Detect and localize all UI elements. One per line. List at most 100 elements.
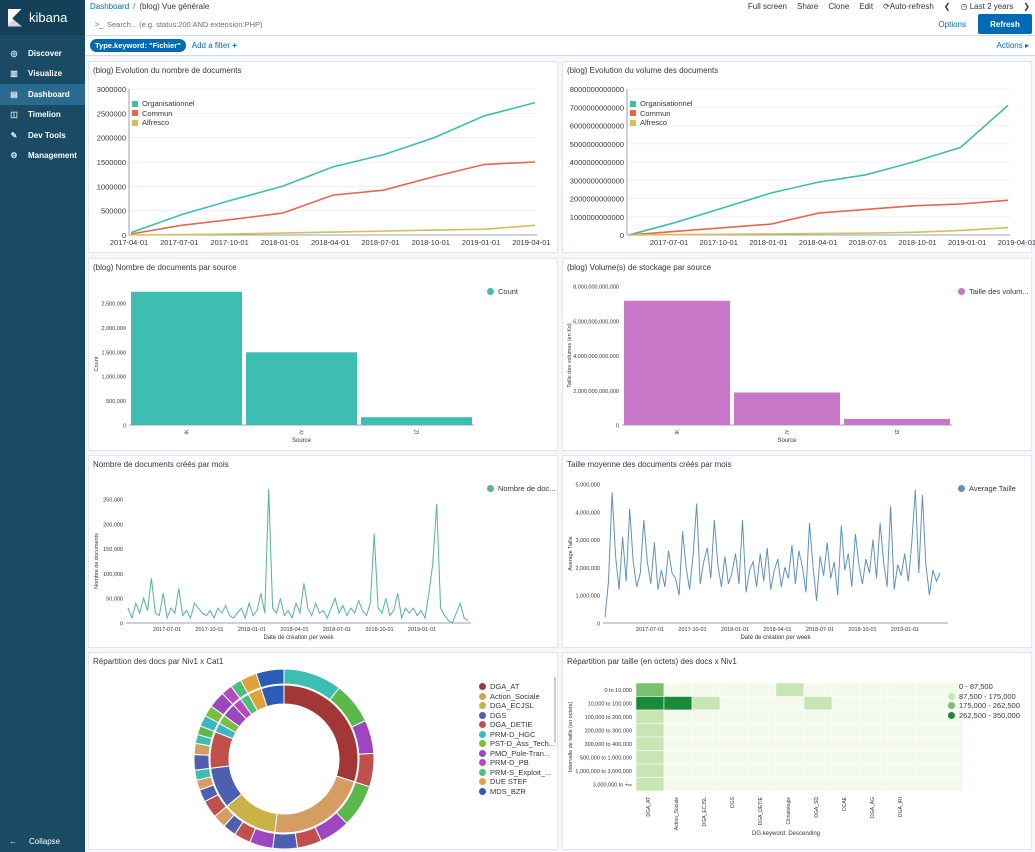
legend-item[interactable]: DGS [479,711,506,720]
legend-item[interactable]: Count [487,287,518,296]
heatmap-cell [635,682,665,697]
search-input[interactable]: Search... (e.g. status:200 AND extension… [107,19,263,29]
legend-item[interactable]: DGA_AT [479,682,519,691]
heatmap-cell [803,723,833,738]
legend-item[interactable]: Commun [630,109,670,118]
donut-outer-segment [255,668,285,689]
legend-label: DUE STEF [490,777,528,786]
legend-item[interactable]: Average Taille [958,484,1016,493]
time-next-button[interactable]: ❯ [1023,2,1030,11]
legend-item[interactable]: 175,000 - 262,500 [948,701,1020,710]
auto-refresh-label: Auto-refresh [889,2,934,11]
series-line [604,489,941,618]
panel-title: Répartition par taille (en octets) des d… [567,657,737,666]
clone-button[interactable]: Clone [828,2,850,11]
heatmap-cell [887,777,917,792]
edit-button[interactable]: Edit [859,2,874,11]
x-tick-label: 2017-07-01 [153,627,181,633]
collapse-button[interactable]: ← Collapse [0,831,85,851]
legend-label: 0 - 87,500 [959,682,993,691]
heatmap-cell [831,763,861,778]
dashboard-icon: ▤ [10,89,18,99]
legend-item[interactable]: Nombre de doc... [487,484,556,493]
heatmap-cell [859,696,889,711]
share-button[interactable]: Share [797,2,819,11]
x-tick-label: 2018-07-01 [806,627,834,633]
legend-item[interactable]: 87,500 - 175,000 [948,692,1016,701]
nav-visualize[interactable]: ▥ Visualize [0,64,85,85]
nav-management[interactable]: ⚙ Management [0,146,85,167]
legend-item[interactable]: Alfresco [132,118,169,127]
arrow-left-icon: ← [9,836,17,846]
heatmap-cell [803,736,833,751]
legend-item[interactable]: Organisationnel [132,99,195,108]
x-tick-label: 2018-04-01 [311,238,349,247]
filter-pill[interactable]: Type.keyword: "Fichier" [90,39,186,52]
nav-discover[interactable]: ◎ Discover [0,43,85,64]
heatmap-cell [915,763,964,778]
legend-item[interactable]: 0 - 87,500 [948,682,993,691]
x-tick-label: IK [675,429,681,435]
panel-docs-par-mois: Nombre de documents créés par mois 0 50,0… [88,455,558,648]
x-tick-label: 2018-10-01 [848,627,876,633]
y-tick-label: 1000000000000 [570,213,624,222]
heatmap-cell [719,723,749,738]
y-tick-label: 3000000 [97,85,126,94]
legend-swatch [479,702,486,709]
heatmap-cell [887,682,917,697]
bar-iz [844,418,950,425]
options-button[interactable]: Options [938,19,966,29]
legend-item[interactable]: PRM-S_Exploit_... [479,768,551,777]
legend-item[interactable]: PMO_Pole-Tran... [479,749,550,758]
y-tick-label: 2,000,000 [576,566,600,572]
kibana-logo[interactable]: kibana [0,0,85,35]
full-screen-button[interactable]: Full screen [747,2,787,11]
actions-button[interactable]: Actions ▸ [997,41,1029,50]
nav-dev-tools[interactable]: ✎ Dev Tools [0,125,85,146]
breadcrumb-dashboard[interactable]: Dashboard [90,2,130,11]
time-picker[interactable]: ◷ Last 2 years [961,2,1014,11]
top-menu: Full screen Share Clone Edit ⟳Auto-refre… [748,0,1030,13]
refresh-button[interactable]: Refresh [978,14,1032,34]
legend-item[interactable]: DGA_ECJSL [479,701,534,710]
legend-item[interactable]: MDS_BZR [479,787,526,796]
legend-item[interactable]: 262,500 - 350,000 [948,711,1020,720]
nav-timelion[interactable]: ◫ Timelion [0,105,85,126]
x-tick-label: IZ [415,429,421,435]
legend-item[interactable]: DGA_DETIE [479,720,533,729]
legend-swatch [132,100,138,107]
legend-swatch [630,100,636,107]
y-tick-label: 4,000,000 [576,510,600,516]
bar-iy [734,392,840,425]
legend-swatch [948,711,955,719]
heatmap-cell [803,682,833,697]
legend-item[interactable]: PRM-D_PB [479,758,529,767]
legend-item[interactable]: DUE STEF [479,777,527,786]
legend-item[interactable]: PST-D_Ass_Tech... [479,739,555,748]
legend-label: Nombre de doc... [498,484,556,493]
nav-dashboard[interactable]: ▤ Dashboard [0,84,85,105]
legend-item[interactable]: Taille des volum... [958,287,1029,296]
x-tick-label: DGA_AT [646,797,652,817]
legend-item[interactable]: Commun [132,109,172,118]
y-tick-label: 1,500,000 [102,350,126,356]
add-filter-button[interactable]: Add a filter + [192,41,237,50]
x-tick-label: 2018-10-01 [365,627,393,633]
legend-item[interactable]: Organisationnel [630,99,693,108]
legend-label: MDS_BZR [490,786,526,796]
auto-refresh-button[interactable]: ⟳Auto-refresh [883,2,934,11]
heatmap-cell [635,696,665,711]
heatmap-cell [775,763,805,778]
legend-item[interactable]: PRM-D_HGC [479,730,535,739]
legend-item[interactable]: Alfresco [630,118,667,127]
heatmap-cell [663,736,693,751]
time-prev-button[interactable]: ❮ [943,2,951,11]
x-tick-label: 2017-07-01 [650,238,688,247]
series-line-organisationnel [130,101,536,234]
heatmap-cell [887,750,917,765]
legend-swatch [479,778,486,785]
panel-title: (blog) Volume(s) de stockage par source [567,263,712,272]
legend-label: Taille des volum... [969,287,1029,296]
line-chart-docs-mois: 0 50,000 100,000 150,000 200,000 250,000 2017-… [94,489,471,641]
legend-item[interactable]: Action_Sociale [479,692,540,701]
